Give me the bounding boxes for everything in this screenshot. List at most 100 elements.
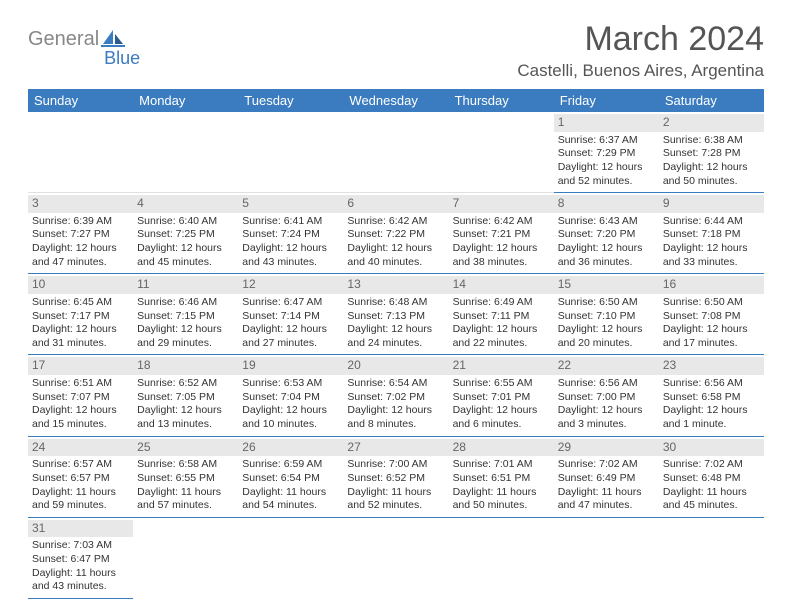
day-number: 2 [659, 114, 764, 132]
sunrise-line: Sunrise: 6:49 AM [453, 296, 550, 310]
daylight-line: Daylight: 12 hours and 6 minutes. [453, 404, 550, 431]
weekday-header: Monday [133, 89, 238, 112]
sunset-line: Sunset: 7:11 PM [453, 310, 550, 324]
daylight-line: Daylight: 12 hours and 22 minutes. [453, 323, 550, 350]
calendar-row: 31Sunrise: 7:03 AMSunset: 6:47 PMDayligh… [28, 517, 764, 598]
daylight-line: Daylight: 12 hours and 40 minutes. [347, 242, 444, 269]
calendar-cell: 26Sunrise: 6:59 AMSunset: 6:54 PMDayligh… [238, 436, 343, 517]
weekday-header-row: Sunday Monday Tuesday Wednesday Thursday… [28, 89, 764, 112]
calendar-cell [449, 517, 554, 598]
brand-logo: General Blue [28, 28, 127, 51]
weekday-header: Thursday [449, 89, 554, 112]
day-number: 17 [28, 357, 133, 375]
day-number: 7 [449, 195, 554, 213]
sunset-line: Sunset: 7:08 PM [663, 310, 760, 324]
month-title: March 2024 [517, 20, 764, 59]
calendar-cell: 8Sunrise: 6:43 AMSunset: 7:20 PMDaylight… [554, 193, 659, 274]
sunrise-line: Sunrise: 6:59 AM [242, 458, 339, 472]
calendar-row: 24Sunrise: 6:57 AMSunset: 6:57 PMDayligh… [28, 436, 764, 517]
day-number: 3 [28, 195, 133, 213]
sunrise-line: Sunrise: 6:58 AM [137, 458, 234, 472]
calendar-cell [238, 112, 343, 193]
daylight-line: Daylight: 12 hours and 36 minutes. [558, 242, 655, 269]
calendar-row: 3Sunrise: 6:39 AMSunset: 7:27 PMDaylight… [28, 193, 764, 274]
daylight-line: Daylight: 12 hours and 27 minutes. [242, 323, 339, 350]
sunrise-line: Sunrise: 6:40 AM [137, 215, 234, 229]
sunrise-line: Sunrise: 7:00 AM [347, 458, 444, 472]
day-number: 22 [554, 357, 659, 375]
day-number: 13 [343, 276, 448, 294]
daylight-line: Daylight: 12 hours and 24 minutes. [347, 323, 444, 350]
sunset-line: Sunset: 6:57 PM [32, 472, 129, 486]
calendar-cell: 30Sunrise: 7:02 AMSunset: 6:48 PMDayligh… [659, 436, 764, 517]
sunrise-line: Sunrise: 6:44 AM [663, 215, 760, 229]
calendar-row: 10Sunrise: 6:45 AMSunset: 7:17 PMDayligh… [28, 274, 764, 355]
calendar-cell: 18Sunrise: 6:52 AMSunset: 7:05 PMDayligh… [133, 355, 238, 436]
daylight-line: Daylight: 12 hours and 1 minute. [663, 404, 760, 431]
sunrise-line: Sunrise: 7:02 AM [663, 458, 760, 472]
sunrise-line: Sunrise: 6:56 AM [558, 377, 655, 391]
day-number: 21 [449, 357, 554, 375]
calendar-cell [343, 517, 448, 598]
sunrise-line: Sunrise: 6:42 AM [453, 215, 550, 229]
calendar-cell: 2Sunrise: 6:38 AMSunset: 7:28 PMDaylight… [659, 112, 764, 193]
sunrise-line: Sunrise: 6:50 AM [663, 296, 760, 310]
calendar-cell: 23Sunrise: 6:56 AMSunset: 6:58 PMDayligh… [659, 355, 764, 436]
sunrise-line: Sunrise: 6:46 AM [137, 296, 234, 310]
daylight-line: Daylight: 11 hours and 43 minutes. [32, 567, 129, 594]
sunrise-line: Sunrise: 6:37 AM [558, 134, 655, 148]
weekday-header: Wednesday [343, 89, 448, 112]
calendar-cell [343, 112, 448, 193]
day-number: 15 [554, 276, 659, 294]
sunrise-line: Sunrise: 6:45 AM [32, 296, 129, 310]
sunset-line: Sunset: 7:04 PM [242, 391, 339, 405]
sunrise-line: Sunrise: 6:47 AM [242, 296, 339, 310]
calendar-cell [554, 517, 659, 598]
sunset-line: Sunset: 6:51 PM [453, 472, 550, 486]
calendar-row: 1Sunrise: 6:37 AMSunset: 7:29 PMDaylight… [28, 112, 764, 193]
sunset-line: Sunset: 7:10 PM [558, 310, 655, 324]
calendar-table: Sunday Monday Tuesday Wednesday Thursday… [28, 89, 764, 599]
calendar-cell: 13Sunrise: 6:48 AMSunset: 7:13 PMDayligh… [343, 274, 448, 355]
daylight-line: Daylight: 12 hours and 3 minutes. [558, 404, 655, 431]
calendar-cell: 14Sunrise: 6:49 AMSunset: 7:11 PMDayligh… [449, 274, 554, 355]
sunset-line: Sunset: 6:54 PM [242, 472, 339, 486]
sunrise-line: Sunrise: 7:01 AM [453, 458, 550, 472]
calendar-cell: 3Sunrise: 6:39 AMSunset: 7:27 PMDaylight… [28, 193, 133, 274]
sunset-line: Sunset: 7:24 PM [242, 228, 339, 242]
day-number: 16 [659, 276, 764, 294]
brand-name-part1: General [28, 28, 99, 51]
calendar-row: 17Sunrise: 6:51 AMSunset: 7:07 PMDayligh… [28, 355, 764, 436]
daylight-line: Daylight: 12 hours and 45 minutes. [137, 242, 234, 269]
sunset-line: Sunset: 7:14 PM [242, 310, 339, 324]
day-number: 9 [659, 195, 764, 213]
day-number: 26 [238, 439, 343, 457]
calendar-cell: 20Sunrise: 6:54 AMSunset: 7:02 PMDayligh… [343, 355, 448, 436]
calendar-cell: 6Sunrise: 6:42 AMSunset: 7:22 PMDaylight… [343, 193, 448, 274]
calendar-cell: 21Sunrise: 6:55 AMSunset: 7:01 PMDayligh… [449, 355, 554, 436]
daylight-line: Daylight: 11 hours and 52 minutes. [347, 486, 444, 513]
calendar-cell: 12 Sunrise: 6:47 AMSunset: 7:14 PMDayligh… [238, 274, 343, 355]
sunset-line: Sunset: 6:58 PM [663, 391, 760, 405]
sunrise-line: Sunrise: 6:50 AM [558, 296, 655, 310]
daylight-line: Daylight: 12 hours and 38 minutes. [453, 242, 550, 269]
daylight-line: Daylight: 11 hours and 50 minutes. [453, 486, 550, 513]
daylight-line: Daylight: 12 hours and 31 minutes. [32, 323, 129, 350]
weekday-header: Saturday [659, 89, 764, 112]
sunrise-line: Sunrise: 7:02 AM [558, 458, 655, 472]
daylight-line: Daylight: 12 hours and 29 minutes. [137, 323, 234, 350]
calendar-cell: 10Sunrise: 6:45 AMSunset: 7:17 PMDayligh… [28, 274, 133, 355]
calendar-cell [133, 112, 238, 193]
sunset-line: Sunset: 6:49 PM [558, 472, 655, 486]
calendar-cell: 16Sunrise: 6:50 AMSunset: 7:08 PMDayligh… [659, 274, 764, 355]
calendar-cell: 22Sunrise: 6:56 AMSunset: 7:00 PMDayligh… [554, 355, 659, 436]
calendar-cell: 11Sunrise: 6:46 AMSunset: 7:15 PMDayligh… [133, 274, 238, 355]
day-number: 19 [238, 357, 343, 375]
day-number: 18 [133, 357, 238, 375]
weekday-header: Tuesday [238, 89, 343, 112]
sunset-line: Sunset: 6:47 PM [32, 553, 129, 567]
sunrise-line: Sunrise: 6:42 AM [347, 215, 444, 229]
day-number: 12 [238, 276, 343, 294]
day-number: 4 [133, 195, 238, 213]
sunrise-line: Sunrise: 6:38 AM [663, 134, 760, 148]
